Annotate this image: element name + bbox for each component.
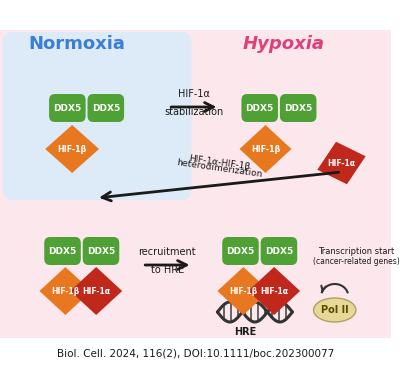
Text: stabilization: stabilization — [164, 107, 224, 117]
FancyBboxPatch shape — [87, 94, 124, 122]
Text: Transcription start: Transcription start — [317, 248, 393, 256]
FancyBboxPatch shape — [83, 237, 119, 265]
Text: HIF-1α: HIF-1α — [82, 286, 110, 296]
Polygon shape — [217, 267, 269, 315]
Text: Normoxia: Normoxia — [28, 35, 125, 53]
Text: (cancer-related genes): (cancer-related genes) — [312, 256, 398, 266]
Text: Pol II: Pol II — [320, 305, 347, 315]
FancyBboxPatch shape — [3, 32, 191, 200]
Text: DDX5: DDX5 — [87, 246, 115, 256]
Polygon shape — [317, 142, 365, 184]
Text: DDX5: DDX5 — [226, 246, 254, 256]
Text: HIF-1α: HIF-1α — [178, 89, 210, 99]
Polygon shape — [70, 267, 122, 315]
FancyBboxPatch shape — [49, 94, 85, 122]
FancyBboxPatch shape — [222, 237, 258, 265]
Text: recruitment: recruitment — [138, 247, 196, 257]
FancyBboxPatch shape — [260, 237, 296, 265]
Bar — [0, 30, 390, 340]
Text: DDX5: DDX5 — [264, 246, 292, 256]
Text: Biol. Cell. 2024, 116(2), DOI:10.1111/boc.202300077: Biol. Cell. 2024, 116(2), DOI:10.1111/bo… — [57, 349, 333, 359]
Text: HIF-1β: HIF-1β — [250, 145, 279, 154]
Text: HRE: HRE — [234, 327, 256, 337]
Text: DDX5: DDX5 — [284, 104, 311, 112]
Polygon shape — [239, 125, 291, 173]
FancyBboxPatch shape — [44, 237, 81, 265]
Text: HIF-1β: HIF-1β — [51, 286, 79, 296]
Text: HIF-1β: HIF-1β — [229, 286, 257, 296]
Polygon shape — [39, 267, 91, 315]
Text: HIF-1α: HIF-1α — [260, 286, 288, 296]
Text: Hypoxia: Hypoxia — [242, 35, 324, 53]
Ellipse shape — [313, 298, 355, 322]
Text: DDX5: DDX5 — [53, 104, 81, 112]
Text: HIF-1α-HIF-1β: HIF-1α-HIF-1β — [188, 154, 250, 172]
Text: DDX5: DDX5 — [48, 246, 77, 256]
Polygon shape — [45, 125, 99, 173]
FancyBboxPatch shape — [241, 94, 277, 122]
FancyBboxPatch shape — [279, 94, 315, 122]
Text: DDX5: DDX5 — [92, 104, 119, 112]
Polygon shape — [247, 267, 299, 315]
Bar — [0, 338, 390, 370]
Text: heterodimerization: heterodimerization — [175, 158, 262, 179]
Text: DDX5: DDX5 — [245, 104, 273, 112]
Text: HIF-1β: HIF-1β — [58, 145, 87, 154]
Text: to HRE: to HRE — [150, 265, 183, 275]
Text: HIF-1α: HIF-1α — [327, 158, 355, 168]
